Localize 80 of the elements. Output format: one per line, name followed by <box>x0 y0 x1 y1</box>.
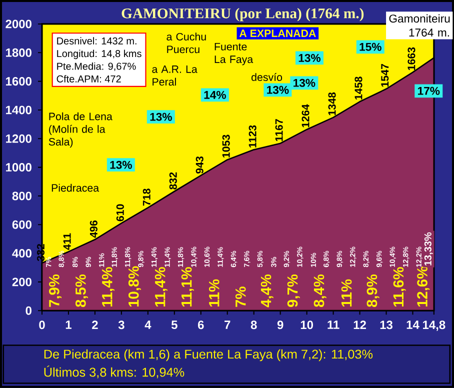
data-label: 1123 <box>248 125 256 148</box>
annotation: 13% <box>110 160 132 169</box>
data-label: 1547 <box>381 64 389 87</box>
annotation: 13% <box>298 54 321 62</box>
y-tick-label: 600 <box>12 220 32 229</box>
data-label: 610 <box>116 204 124 222</box>
y-tick-label: 1200 <box>6 134 32 143</box>
x-tick-label: 5 <box>171 320 178 330</box>
annotation: 11,1% <box>181 267 194 307</box>
annotation: 11% <box>208 279 220 307</box>
data-label: 718 <box>142 188 150 206</box>
annotation: Piedracea <box>52 184 100 192</box>
annotation: A EXPLANADA <box>239 30 316 37</box>
annotation: 11,4% <box>102 267 114 307</box>
x-tick-label: 12 <box>354 320 366 330</box>
annotation: 13% <box>150 112 172 121</box>
annotation: Pola de Lena (Molín de la Sala) <box>48 112 112 148</box>
annotation: 8,5% <box>75 274 88 308</box>
annotation: 13,33% <box>424 232 433 266</box>
y-tick-label: 1800 <box>6 48 32 57</box>
annotation: 11% <box>341 279 352 307</box>
text: De Piedracea (km 1,6) a Fuente La Faya (km 7,2): 11,03% <box>44 349 373 362</box>
x-tick-label: 4 <box>144 320 152 329</box>
annotation: Fuente La Faya <box>214 43 254 66</box>
annotation: 14% <box>204 90 226 99</box>
annotation: 11,6% <box>393 267 406 307</box>
y-tick-label: 400 <box>12 249 32 258</box>
data-label: 1053 <box>222 134 230 158</box>
x-tick-label: 0 <box>39 320 45 330</box>
y-tick-label: 1000 <box>6 163 32 172</box>
annotation: 8,9% <box>366 274 380 308</box>
x-tick-label: 13 <box>380 320 392 330</box>
annotation: 4,4% <box>260 274 274 308</box>
data-label: 496 <box>90 220 98 238</box>
annotation: 10,8% <box>128 266 141 307</box>
annotation: 7,9% <box>49 274 62 307</box>
x-tick-label: 10 <box>300 320 314 330</box>
annotation: 17% <box>418 86 440 95</box>
annotation: 9,7% <box>287 274 300 307</box>
x-tick-label: 9 <box>277 320 284 330</box>
y-tick-label: 2000 <box>6 20 32 28</box>
annotation: Longitud: 14,8 kms <box>57 50 142 60</box>
data-label: 832 <box>169 172 177 190</box>
data-label: 1458 <box>354 76 362 100</box>
x-tick-label: 11 <box>328 320 340 329</box>
x-tick-label: 1 <box>66 320 72 329</box>
y-tick-label: 200 <box>12 278 32 286</box>
annotation: 11,4% <box>154 267 168 307</box>
annotation: 13% <box>267 86 289 94</box>
x-tick-label: 3 <box>118 320 124 330</box>
x-tick-label: 14 <box>406 320 420 329</box>
data-label: 943 <box>196 156 204 174</box>
data-label: 411 <box>63 233 71 250</box>
y-tick-label: 1400 <box>6 106 32 114</box>
y-tick-label: 800 <box>12 192 32 200</box>
x-tick-label: 6 <box>198 320 204 330</box>
annotation: a A.R. La Peral <box>152 66 198 86</box>
data-label: 1348 <box>328 92 336 116</box>
annotation: 12,6% <box>417 266 430 307</box>
data-label: 1264 <box>302 104 310 128</box>
x-tick-label: 8 <box>250 320 257 330</box>
x-tick-label: 2 <box>92 320 98 330</box>
annotation: Pte.Media: 9,67% <box>57 62 136 71</box>
chart-title: GAMONITEIRU (por Lena) (1764 m.) <box>122 8 364 22</box>
data-label: 1663 <box>408 47 416 70</box>
data-label: 1167 <box>275 119 283 142</box>
annotation: 15% <box>360 42 382 51</box>
annotation: desvío <box>252 73 282 82</box>
y-tick-label: 1600 <box>6 77 32 86</box>
text: Últimos 3,8 kms: 10,94% <box>44 366 184 378</box>
x-tick-label: 14,8 <box>423 320 446 331</box>
annotation: 8,4% <box>314 274 326 308</box>
annotation: Cfte.APM: 472 <box>56 75 121 82</box>
y-tick-label: 0 <box>26 306 32 315</box>
annotation: Desnivel: 1432 m. <box>57 37 136 44</box>
annotation: 7% <box>235 286 246 307</box>
annotation: 13% <box>294 78 316 87</box>
annotation: Gamoniteiru 1764 m. <box>389 14 450 37</box>
annotation: a Cuchu Puercu <box>166 32 206 54</box>
x-tick-label: 7 <box>224 320 230 329</box>
